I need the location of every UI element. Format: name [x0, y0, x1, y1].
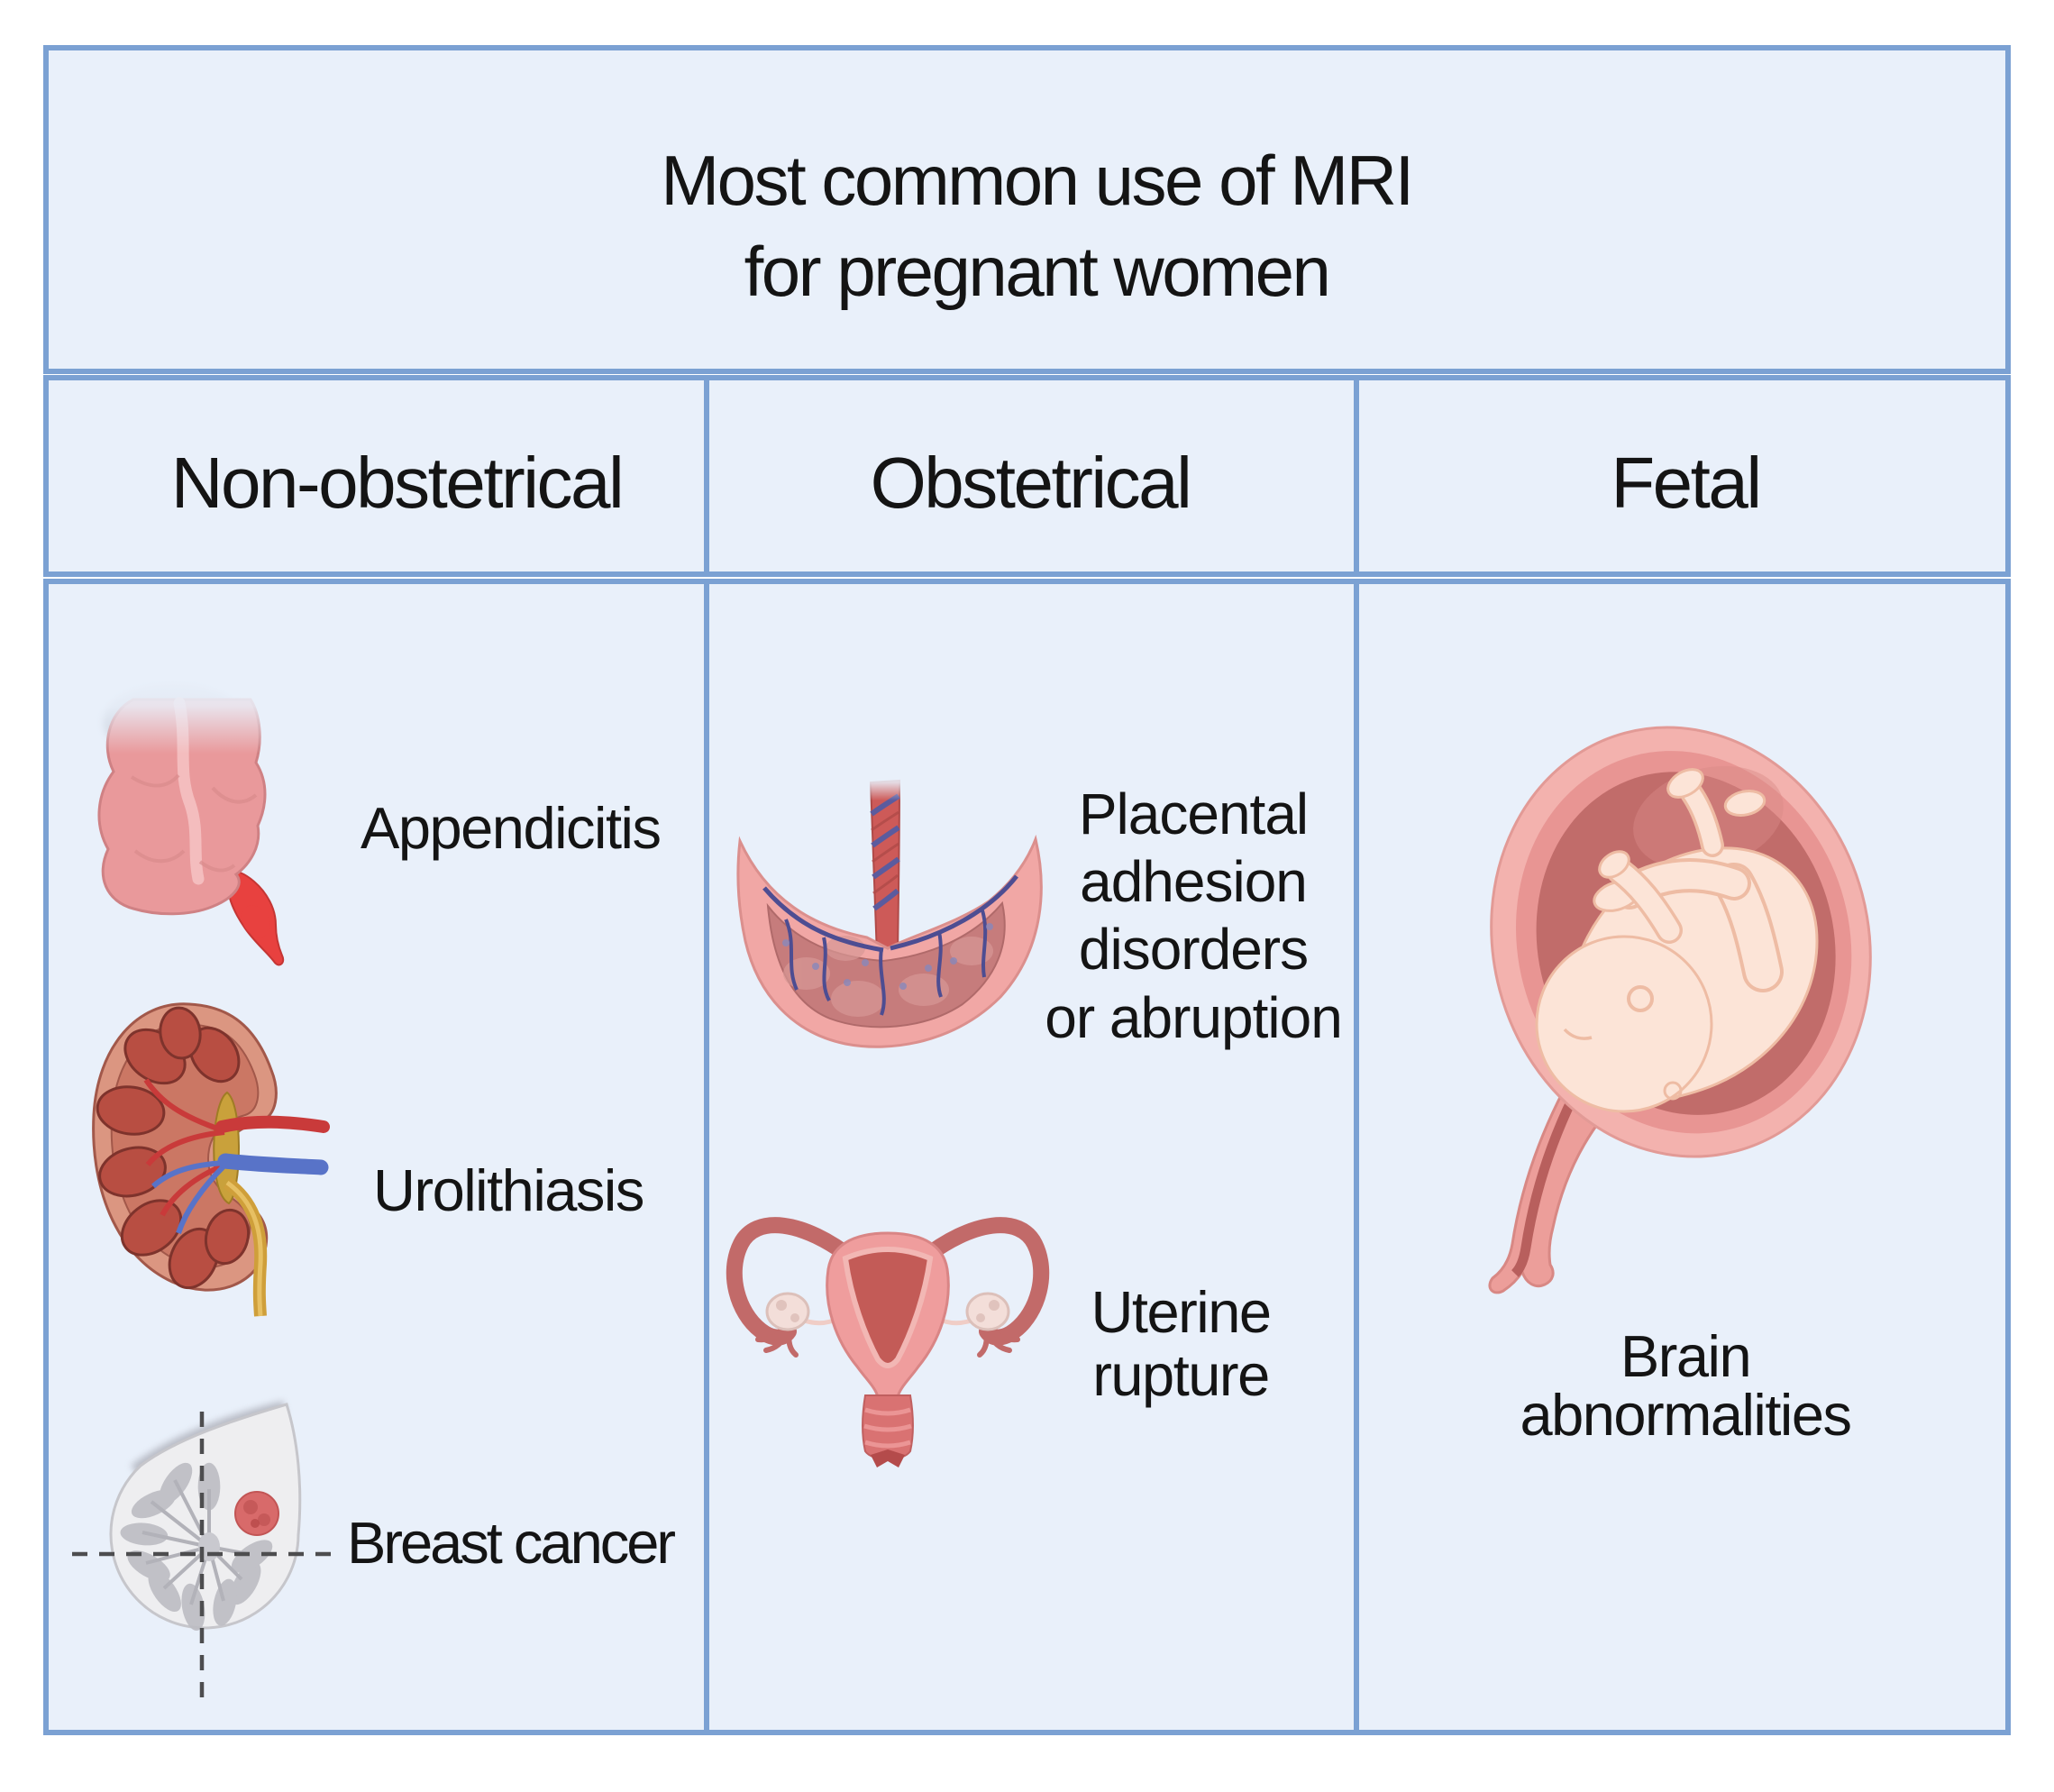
- svg-text:disorders: disorders: [1079, 917, 1308, 982]
- svg-text:Non-obstetrical: Non-obstetrical: [171, 443, 623, 523]
- svg-text:rupture: rupture: [1092, 1342, 1268, 1408]
- svg-text:Most common use of MRI: Most common use of MRI: [661, 141, 1412, 220]
- svg-text:adhesion: adhesion: [1080, 849, 1307, 914]
- svg-text:Placental: Placental: [1079, 782, 1308, 846]
- svg-text:abnormalities: abnormalities: [1520, 1382, 1850, 1448]
- svg-text:Brain: Brain: [1620, 1323, 1750, 1389]
- svg-text:Appendicitis: Appendicitis: [361, 795, 661, 861]
- svg-text:Breast cancer: Breast cancer: [347, 1510, 675, 1576]
- svg-text:Fetal: Fetal: [1611, 443, 1759, 523]
- svg-text:Urolithiasis: Urolithiasis: [373, 1157, 644, 1223]
- svg-text:Uterine: Uterine: [1091, 1279, 1270, 1345]
- svg-text:or abruption: or abruption: [1045, 985, 1342, 1050]
- svg-text:for pregnant women: for pregnant women: [744, 232, 1329, 311]
- svg-text:Obstetrical: Obstetrical: [871, 443, 1191, 523]
